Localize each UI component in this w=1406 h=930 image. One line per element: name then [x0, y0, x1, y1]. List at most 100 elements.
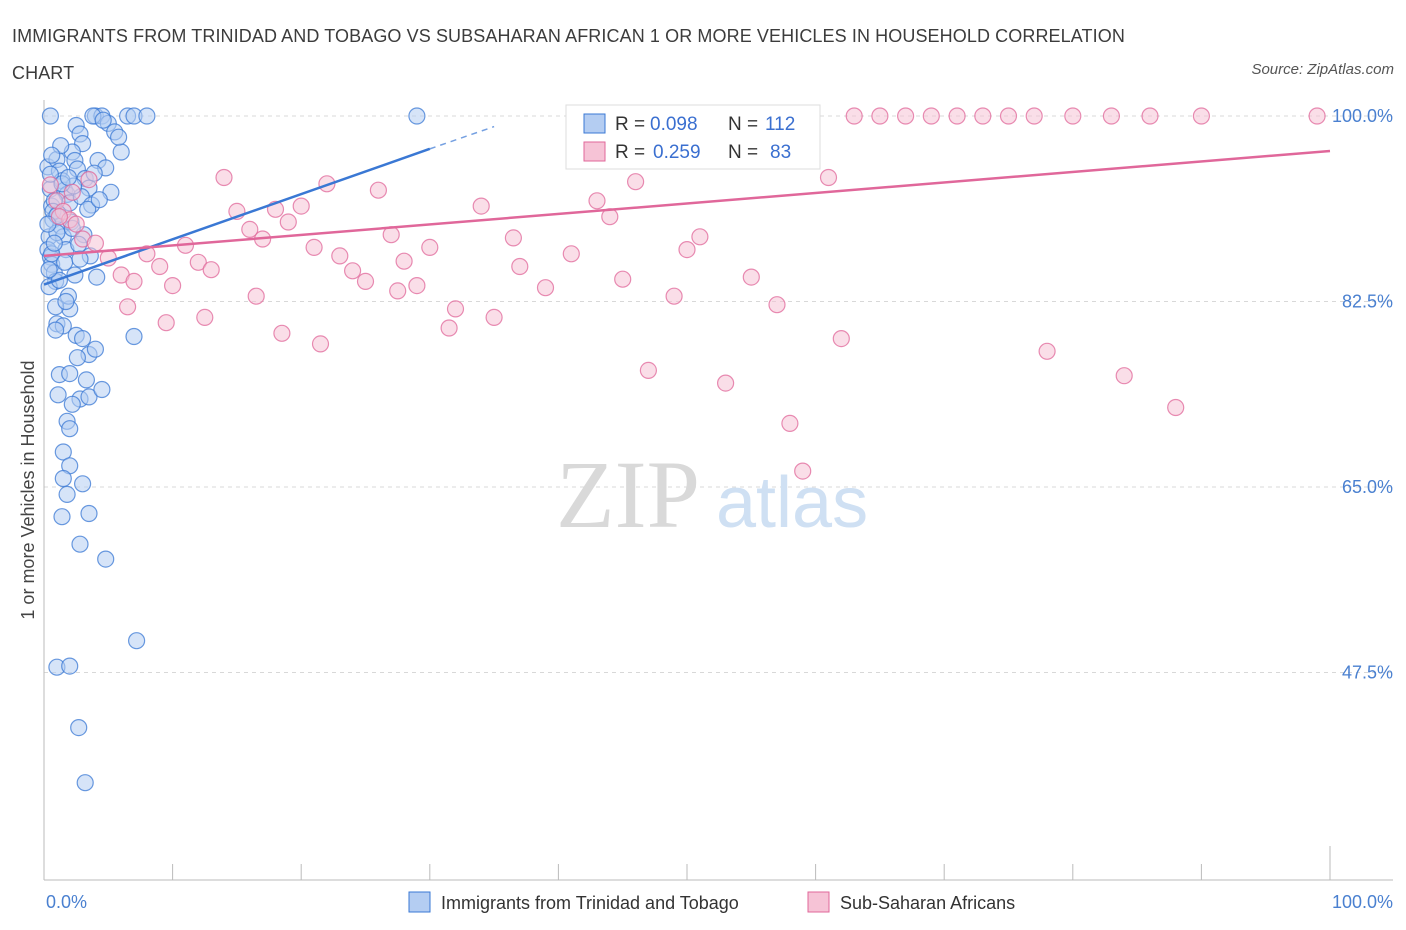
data-point-subsaharan	[639, 361, 658, 379]
data-point-trinidad	[54, 443, 72, 461]
data-point-subsaharan	[86, 234, 105, 252]
data-point-subsaharan	[157, 314, 175, 332]
data-point-subsaharan	[389, 282, 407, 300]
data-point-subsaharan	[440, 319, 458, 337]
data-point-subsaharan	[614, 270, 632, 288]
data-point-subsaharan	[273, 324, 291, 342]
data-point-subsaharan	[768, 296, 786, 314]
stat-n-value-blue: 112	[765, 114, 795, 135]
y-tick-label: 82.5%	[1342, 292, 1393, 312]
data-point-trinidad	[88, 268, 106, 286]
data-point-subsaharan	[588, 192, 606, 210]
data-point-trinidad	[61, 365, 79, 383]
data-point-subsaharan	[845, 107, 863, 125]
data-point-subsaharan	[948, 107, 966, 125]
data-point-trinidad	[109, 128, 128, 146]
data-point-subsaharan	[202, 261, 220, 279]
data-point-trinidad	[45, 234, 63, 252]
data-point-trinidad	[53, 508, 71, 526]
data-point-subsaharan	[356, 272, 375, 290]
data-point-subsaharan	[922, 107, 940, 125]
data-point-subsaharan	[67, 215, 85, 233]
data-point-subsaharan	[999, 107, 1018, 125]
stats-legend: R = 0.098 N = 112 R = 0.259 N = 83	[565, 104, 821, 170]
data-point-trinidad	[76, 774, 94, 792]
x-tick-label: 100.0%	[1332, 892, 1393, 912]
data-point-subsaharan	[1064, 107, 1082, 125]
stat-r-value-blue: 0.098	[650, 114, 698, 135]
data-point-subsaharan	[311, 335, 330, 353]
data-point-subsaharan	[974, 107, 992, 125]
series-legend: Immigrants from Trinidad and Tobago Sub-…	[408, 891, 1015, 913]
source-note: Source: ZipAtlas.com	[1251, 61, 1394, 78]
data-point-subsaharan	[794, 462, 812, 480]
y-tick-label: 47.5%	[1342, 663, 1393, 683]
watermark: ZIP atlas	[556, 441, 868, 548]
data-point-trinidad	[73, 330, 92, 348]
data-point-trinidad	[61, 657, 79, 675]
data-point-trinidad	[79, 200, 97, 218]
data-point-subsaharan	[1141, 107, 1159, 125]
data-point-subsaharan	[665, 287, 683, 305]
data-point-subsaharan	[151, 257, 169, 276]
data-point-trinidad	[63, 395, 81, 413]
data-point-subsaharan	[41, 176, 60, 194]
data-point-subsaharan	[196, 308, 214, 326]
data-point-trinidad	[58, 485, 76, 503]
data-point-subsaharan	[247, 287, 265, 305]
data-point-subsaharan	[395, 252, 413, 270]
data-point-subsaharan	[781, 414, 799, 432]
data-point-trinidad	[41, 107, 60, 125]
legend-label-trinidad: Immigrants from Trinidad and Tobago	[441, 893, 739, 913]
data-point-subsaharan	[331, 247, 349, 265]
data-point-trinidad	[46, 321, 65, 339]
data-point-subsaharan	[80, 171, 98, 189]
data-point-trinidad	[97, 550, 115, 568]
data-point-subsaharan	[832, 330, 850, 348]
stat-n-label-blue: N =	[728, 114, 758, 135]
data-point-subsaharan	[819, 168, 838, 187]
data-point-subsaharan	[896, 107, 915, 125]
stats-swatch-blue	[583, 113, 606, 134]
data-point-subsaharan	[408, 277, 426, 295]
data-point-trinidad	[68, 349, 87, 367]
data-point-subsaharan	[511, 257, 529, 276]
stat-r-label-blue: R =	[615, 114, 645, 135]
data-point-subsaharan	[50, 208, 69, 226]
data-point-trinidad	[125, 327, 143, 346]
legend-swatch-trinidad	[408, 891, 431, 913]
data-point-trinidad	[71, 535, 89, 553]
series-trinidad-points	[39, 107, 426, 792]
data-point-subsaharan	[691, 228, 709, 246]
series-subsaharan-points	[41, 107, 1326, 480]
data-point-trinidad	[73, 475, 92, 493]
trend-line-trinidad	[43, 147, 431, 286]
data-point-subsaharan	[536, 279, 555, 297]
data-point-trinidad	[57, 292, 75, 311]
data-point-subsaharan	[678, 241, 696, 259]
data-point-trinidad	[90, 191, 108, 209]
y-tick-label: 100.0%	[1332, 106, 1393, 126]
x-tick-labels: 0.0% 100.0%	[46, 892, 1393, 912]
data-point-subsaharan	[292, 197, 310, 215]
data-point-trinidad	[138, 107, 156, 125]
data-point-trinidad	[43, 146, 61, 164]
data-point-trinidad	[112, 143, 130, 161]
data-point-trinidad	[408, 107, 426, 125]
data-point-subsaharan	[485, 308, 503, 326]
data-point-subsaharan	[421, 238, 439, 256]
y-axis-label: 1 or more Vehicles in Household	[18, 360, 38, 619]
data-point-subsaharan	[504, 229, 523, 247]
watermark-zip: ZIP	[556, 441, 700, 548]
data-point-subsaharan	[446, 300, 465, 318]
trend-line-trinidad-extension	[429, 125, 495, 150]
stats-swatch-pink	[583, 141, 606, 162]
legend-label-subsaharan: Sub-Saharan Africans	[840, 893, 1015, 913]
data-point-trinidad	[49, 386, 67, 404]
data-point-trinidad	[77, 371, 96, 389]
data-point-subsaharan	[472, 197, 490, 215]
data-point-trinidad	[93, 380, 111, 399]
y-tick-label: 65.0%	[1342, 477, 1393, 497]
data-point-subsaharan	[305, 238, 323, 256]
